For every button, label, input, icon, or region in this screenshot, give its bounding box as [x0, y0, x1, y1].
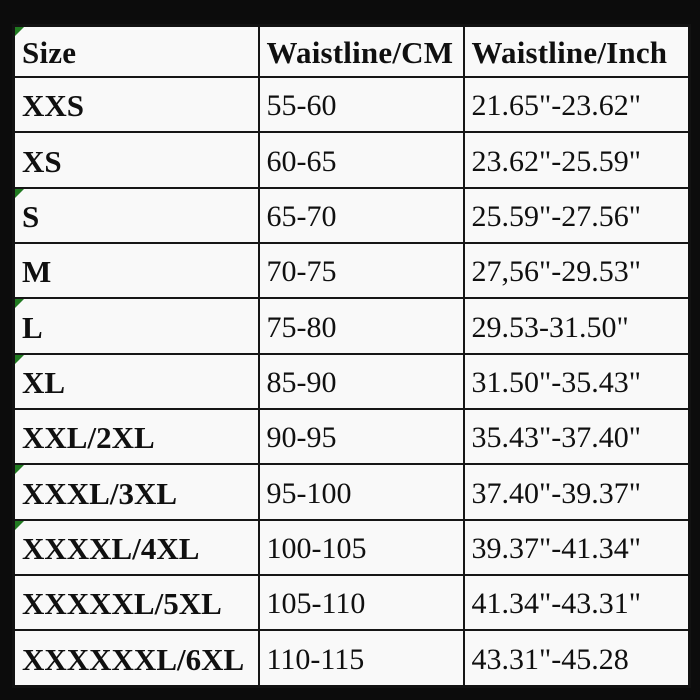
size-chart-header: Size Waistline/CM Waistline/Inch	[12, 24, 691, 78]
waistline-cm-cell: 65-70	[257, 186, 465, 245]
table-row: M 70-75 27,56"-29.53"	[12, 242, 691, 300]
waistline-cm-cell: 105-110	[257, 574, 465, 632]
size-cell: XXXXL/4XL	[12, 518, 260, 577]
table-row: XXXXXL/5XL 105-110 41.34"-43.31"	[12, 574, 691, 632]
waistline-cm-cell: 100-105	[257, 518, 465, 577]
size-cell: XS	[12, 131, 260, 189]
table-row: XXL/2XL 90-95 35.43"-37.40"	[12, 408, 691, 466]
waistline-inch-cell: 29.53-31.50"	[462, 297, 691, 355]
column-header-waistline-cm: Waistline/CM	[257, 24, 465, 78]
table-row: XL 85-90 31.50"-35.43"	[12, 352, 691, 411]
size-cell: XXL/2XL	[12, 408, 260, 466]
waistline-inch-cell: 31.50"-35.43"	[462, 352, 691, 411]
header-row: Size Waistline/CM Waistline/Inch	[12, 24, 691, 78]
size-cell: M	[12, 242, 260, 300]
table-row: XXXXXXL/6XL 110-115 43.31"-45.28	[12, 629, 691, 688]
size-cell: XXXXXL/5XL	[12, 574, 260, 632]
table-row: L 75-80 29.53-31.50"	[12, 297, 691, 355]
waistline-cm-cell: 75-80	[257, 297, 465, 355]
size-cell: XXS	[12, 75, 260, 134]
column-header-waistline-inch: Waistline/Inch	[462, 24, 691, 78]
waistline-cm-cell: 60-65	[257, 131, 465, 189]
waistline-inch-cell: 39.37"-41.34"	[462, 518, 691, 577]
table-row: XXXL/3XL 95-100 37.40"-39.37"	[12, 463, 691, 521]
table-row: S 65-70 25.59"-27.56"	[12, 186, 691, 245]
waistline-cm-cell: 110-115	[257, 629, 465, 688]
column-header-size: Size	[12, 24, 260, 78]
size-chart-body: XXS 55-60 21.65"-23.62" XS 60-65 23.62"-…	[12, 75, 691, 688]
waistline-cm-cell: 55-60	[257, 75, 465, 134]
waistline-cm-cell: 90-95	[257, 408, 465, 466]
waistline-inch-cell: 37.40"-39.37"	[462, 463, 691, 521]
table-row: XXXXL/4XL 100-105 39.37"-41.34"	[12, 518, 691, 577]
waistline-inch-cell: 25.59"-27.56"	[462, 186, 691, 245]
size-cell: S	[12, 186, 260, 245]
size-cell: XL	[12, 352, 260, 411]
size-cell: L	[12, 297, 260, 355]
waistline-cm-cell: 95-100	[257, 463, 465, 521]
size-cell: XXXL/3XL	[12, 463, 260, 521]
waistline-inch-cell: 43.31"-45.28	[462, 629, 691, 688]
waistline-inch-cell: 41.34"-43.31"	[462, 574, 691, 632]
waistline-inch-cell: 27,56"-29.53"	[462, 242, 691, 300]
size-cell: XXXXXXL/6XL	[12, 629, 260, 688]
table-row: XXS 55-60 21.65"-23.62"	[12, 75, 691, 134]
waistline-inch-cell: 21.65"-23.62"	[462, 75, 691, 134]
waistline-cm-cell: 85-90	[257, 352, 465, 411]
size-chart-table: Size Waistline/CM Waistline/Inch XXS 55-…	[12, 24, 691, 688]
waistline-cm-cell: 70-75	[257, 242, 465, 300]
waistline-inch-cell: 23.62"-25.59"	[462, 131, 691, 189]
waistline-inch-cell: 35.43"-37.40"	[462, 408, 691, 466]
table-row: XS 60-65 23.62"-25.59"	[12, 131, 691, 189]
